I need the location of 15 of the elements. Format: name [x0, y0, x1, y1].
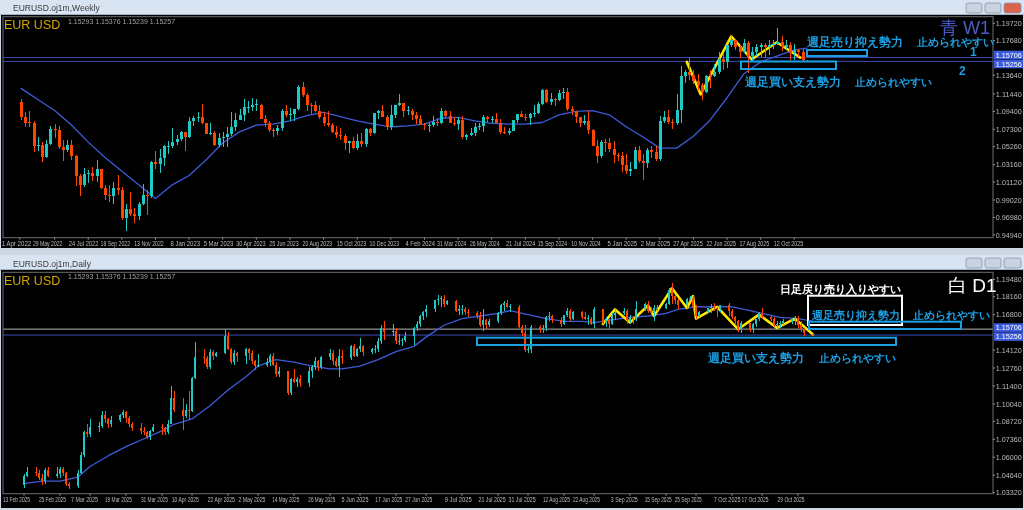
annotation: 白 D1 — [948, 274, 997, 296]
annotation: 週足買い支え勢力 — [744, 74, 841, 89]
chart-title: EURUSD.oj1m,Weekly — [13, 3, 101, 13]
annotation: 止められやすい — [854, 75, 932, 89]
annotation: 2 — [959, 64, 966, 78]
annotation: 青 W1 — [940, 17, 991, 38]
chart-title: EURUSD.oj1m,Daily — [13, 258, 92, 269]
annotation: 日足戻り売り入りやすい — [780, 282, 901, 296]
annotation: 止められやすい — [818, 351, 896, 365]
annotation: EUR USD — [4, 274, 61, 288]
annotation: 週足売り抑え勢力 — [810, 308, 900, 322]
annotation: EUR USD — [4, 18, 61, 33]
annotation: 止められやすい — [912, 308, 990, 322]
annotation: 週足買い支え勢力 — [707, 350, 804, 365]
annotation: 週足売り抑え勢力 — [806, 34, 903, 49]
